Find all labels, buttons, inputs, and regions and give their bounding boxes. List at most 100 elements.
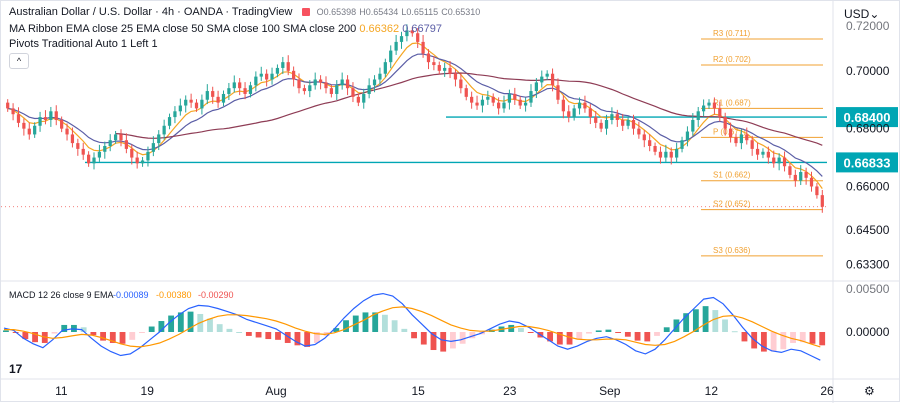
candle (718, 101, 722, 122)
candle-body (221, 93, 226, 103)
macd-histogram-bar (109, 332, 116, 343)
candle (523, 97, 528, 112)
candle-body (734, 137, 738, 144)
candle (804, 167, 808, 185)
candle-body (151, 143, 155, 152)
candle-body (777, 157, 781, 164)
candle-body (108, 140, 112, 146)
candle-body (70, 134, 75, 144)
candle-body (227, 88, 231, 94)
macd-histogram-bar (255, 332, 262, 338)
candle-body (103, 146, 107, 152)
candle (518, 96, 522, 109)
collapse-legend-button[interactable]: ^ (9, 53, 29, 69)
candle (459, 73, 463, 94)
candle-body (27, 128, 31, 135)
candle-body (658, 151, 663, 158)
candle-body (513, 93, 517, 100)
macd-histogram-bar (663, 327, 670, 332)
candle (556, 78, 560, 105)
candle (615, 109, 619, 127)
x-tick-label: 15 (411, 384, 425, 398)
candle-body (480, 99, 485, 106)
candle-body (335, 85, 339, 94)
candle-body (270, 73, 274, 80)
candle-body (345, 79, 350, 89)
ma-value-1: 0.66362 (359, 23, 400, 35)
candle (685, 126, 690, 147)
macd-histogram-bar (683, 313, 690, 332)
candle-body (669, 151, 673, 158)
currency-selector[interactable]: USD⌄ (844, 7, 879, 21)
symbol-title[interactable]: Australian Dollar / U.S. Dollar · 4h · O… (9, 6, 293, 18)
candle (745, 127, 749, 145)
candle-body (529, 91, 533, 103)
ema25-line (7, 42, 823, 189)
candle-body (340, 79, 344, 86)
candle-body (297, 79, 301, 89)
candle (599, 119, 603, 133)
candle (302, 84, 307, 95)
candle-body (432, 62, 436, 66)
candle (577, 97, 582, 115)
candle-body (588, 108, 592, 118)
candle (367, 78, 371, 99)
pivot-label: R3 (0.711) (713, 29, 751, 38)
macd-histogram-bar (245, 332, 252, 336)
candle-body (766, 151, 770, 158)
moving-averages (7, 42, 823, 189)
candle (755, 142, 760, 160)
macd-histogram-bar (148, 326, 155, 332)
candle-body (691, 119, 695, 132)
macd-histogram-bar (139, 332, 145, 333)
macd-histogram-bar (518, 328, 524, 332)
candle (345, 75, 350, 96)
candle (594, 111, 598, 129)
macd-histogram-bar (819, 332, 826, 346)
candle (205, 84, 209, 105)
macd-histogram-bar (547, 332, 554, 342)
candle (124, 133, 128, 154)
macd-histogram-bar (634, 332, 641, 341)
candle-body (281, 62, 285, 68)
candle (275, 64, 280, 78)
candle (108, 134, 112, 152)
candle-body (653, 146, 657, 152)
candle-body (351, 88, 355, 97)
flag-icon (301, 8, 310, 17)
level-badge: 0.68400 (836, 107, 898, 128)
candle (313, 72, 317, 90)
candle (540, 70, 544, 88)
gear-icon[interactable]: ⚙ (864, 384, 875, 398)
macd-histogram-bar (22, 332, 29, 340)
candle (426, 49, 431, 70)
candle (11, 103, 15, 121)
candle-body (793, 174, 797, 181)
candle-body (265, 73, 269, 80)
candle (76, 138, 80, 156)
candle-body (470, 96, 474, 103)
candle (87, 151, 91, 167)
candle (146, 146, 150, 167)
macd-histogram-bar (187, 311, 194, 332)
candle (151, 136, 155, 157)
candle (464, 84, 468, 101)
candles (6, 24, 824, 213)
candle (340, 72, 344, 90)
ma-ribbon-legend[interactable]: MA Ribbon EMA close 25 EMA close 50 SMA … (9, 23, 442, 35)
candle-body (583, 102, 587, 109)
x-tick-label: 11 (55, 384, 68, 398)
candle-body (6, 102, 10, 109)
pivots-legend[interactable]: Pivots Traditional Auto 1 Left 1 (9, 38, 158, 50)
candle-body (308, 85, 312, 92)
candle-body (22, 122, 26, 129)
candle-body (205, 91, 209, 100)
candle (281, 56, 285, 75)
candle (308, 80, 312, 98)
candle (49, 106, 53, 127)
candle-body (130, 148, 134, 158)
candle-body (540, 76, 544, 83)
candle (43, 110, 48, 125)
